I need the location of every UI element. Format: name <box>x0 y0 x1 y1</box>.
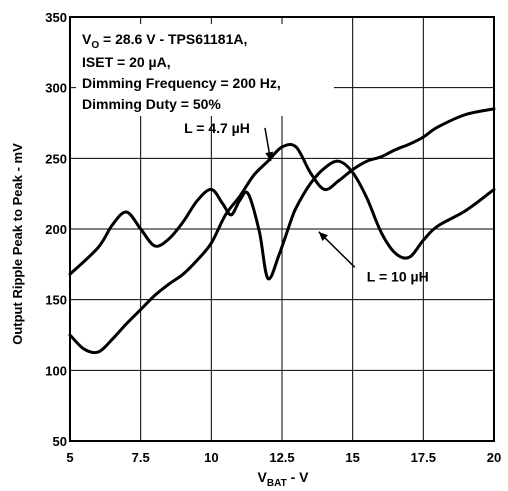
annotation-line-1: VO = 28.6 V - TPS61181A, <box>82 31 247 51</box>
x-tick-label: 10 <box>204 450 218 465</box>
y-axis-label: Output Ripple Peak to Peak - mV <box>10 143 25 345</box>
series-line-1 <box>68 159 496 281</box>
y-tick-label: 100 <box>45 363 67 378</box>
series-label-arrowhead <box>265 151 274 162</box>
y-tick-label: 200 <box>45 222 67 237</box>
x-tick-labels: 5 7.5 10 12.5 15 17.5 20 <box>66 450 501 465</box>
y-tick-label: 50 <box>53 434 67 449</box>
y-tick-labels: 50 100 150 200 250 300 350 <box>45 10 67 449</box>
data-series <box>68 107 496 355</box>
x-axis-label: VBAT - V <box>258 469 310 489</box>
y-tick-label: 150 <box>45 293 67 308</box>
x-tick-label: 7.5 <box>132 450 150 465</box>
series-label-2: L = 10 µH <box>367 268 429 284</box>
annotation-line-3: Dimming Frequency = 200 Hz, <box>82 75 281 91</box>
series-labels: L = 4.7 µH L = 10 µH <box>184 120 429 284</box>
plot-frame <box>69 16 495 442</box>
annotation-line-4: Dimming Duty = 50% <box>82 96 221 112</box>
y-tick-label: 350 <box>45 10 67 25</box>
series-label-arrowhead <box>318 231 328 241</box>
y-tick-label: 300 <box>45 81 67 96</box>
series-line-2 <box>68 107 496 355</box>
x-tick-label: 15 <box>345 450 359 465</box>
annotation-line-2: ISET = 20 µA, <box>82 54 171 70</box>
x-tick-label: 17.5 <box>411 450 436 465</box>
conditions-annotation: VO = 28.6 V - TPS61181A, ISET = 20 µA, Dim… <box>76 24 334 116</box>
series-label-1: L = 4.7 µH <box>184 120 250 136</box>
plot-border <box>69 16 495 442</box>
x-tick-label: 20 <box>487 450 501 465</box>
y-tick-label: 250 <box>45 151 67 166</box>
x-tick-label: 5 <box>66 450 73 465</box>
annotation-background <box>76 24 334 116</box>
x-tick-label: 12.5 <box>269 450 294 465</box>
